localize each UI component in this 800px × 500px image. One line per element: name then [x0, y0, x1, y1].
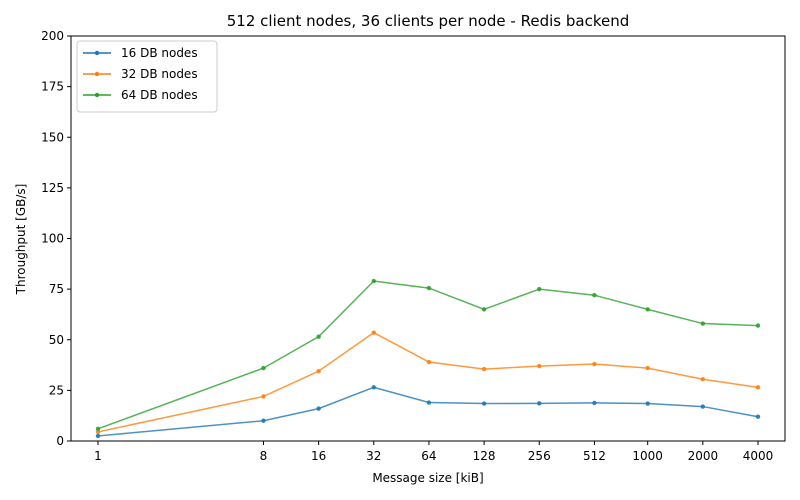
chart-title: 512 client nodes, 36 clients per node - …: [227, 12, 629, 30]
series-line-2: [97, 331, 759, 433]
data-point: [261, 365, 266, 371]
data-point: [645, 307, 650, 312]
y-axis-label: Throughput [GB/s]: [14, 184, 28, 296]
data-point: [645, 401, 650, 406]
x-tick-label: 4000: [743, 449, 774, 463]
legend-box: [76, 40, 218, 113]
y-tick-label: 150: [41, 130, 64, 144]
data-point: [371, 278, 376, 284]
data-point: [316, 334, 321, 339]
data-point: [95, 433, 101, 439]
data-point: [592, 400, 597, 406]
x-tick-label: 16: [311, 449, 326, 463]
x-tick-label: 1: [94, 449, 102, 463]
data-point: [371, 330, 376, 335]
x-tick-label: 256: [528, 449, 551, 463]
data-point: [481, 307, 487, 312]
x-tick-label: 8: [260, 449, 268, 463]
data-point: [537, 286, 542, 292]
data-point: [426, 400, 432, 405]
plot-area: 0 25 50 75 100 125 150 175 200 1 8 16 32 64 128 256 512 1…: [41, 29, 786, 463]
y-tick-label: 50: [49, 333, 64, 347]
data-point: [371, 385, 376, 390]
y-tick-label: 175: [41, 80, 64, 94]
data-point: [426, 285, 432, 291]
legend-marker: [94, 50, 100, 56]
data-point: [426, 359, 432, 365]
data-point: [755, 414, 761, 419]
y-tick-label: 100: [41, 232, 64, 246]
x-tick-label: 512: [583, 449, 606, 463]
data-point: [755, 323, 761, 328]
y-tick-label: 25: [49, 383, 64, 397]
data-point: [95, 426, 101, 432]
data-point: [481, 401, 487, 406]
y-tick-label: 75: [49, 282, 64, 296]
data-point: [316, 368, 321, 374]
data-point: [261, 418, 266, 423]
x-tick-label: 2000: [688, 449, 719, 463]
series-line-3: [97, 280, 759, 430]
y-tick-label: 125: [41, 181, 64, 195]
x-tick-label: 128: [473, 449, 496, 463]
data-point: [592, 293, 597, 298]
data-point: [700, 377, 706, 382]
data-point: [261, 394, 266, 399]
data-point: [592, 361, 597, 367]
data-point: [316, 406, 321, 411]
x-tick-label: 32: [366, 449, 381, 463]
data-point: [755, 385, 761, 390]
series-line-1: [97, 386, 759, 437]
legend-label: 64 DB nodes: [121, 88, 198, 102]
data-point: [95, 429, 101, 435]
legend-label: 16 DB nodes: [121, 46, 198, 60]
y-tick-label: 200: [41, 29, 64, 43]
data-point: [537, 363, 542, 369]
y-tick-label: 0: [56, 434, 64, 448]
legend: 16 DB nodes 32 DB nodes 64 DB nodes: [76, 40, 218, 113]
x-tick-label: 64: [421, 449, 436, 463]
legend-label: 32 DB nodes: [121, 67, 198, 81]
legend-marker: [94, 71, 100, 77]
legend-marker: [94, 92, 100, 98]
data-point: [645, 365, 650, 371]
x-axis-label: Message size [kiB]: [372, 471, 483, 485]
data-point: [700, 404, 706, 409]
data-point: [481, 366, 487, 372]
data-point: [700, 321, 706, 326]
data-point: [537, 401, 542, 406]
x-tick-label: 1000: [632, 449, 663, 463]
